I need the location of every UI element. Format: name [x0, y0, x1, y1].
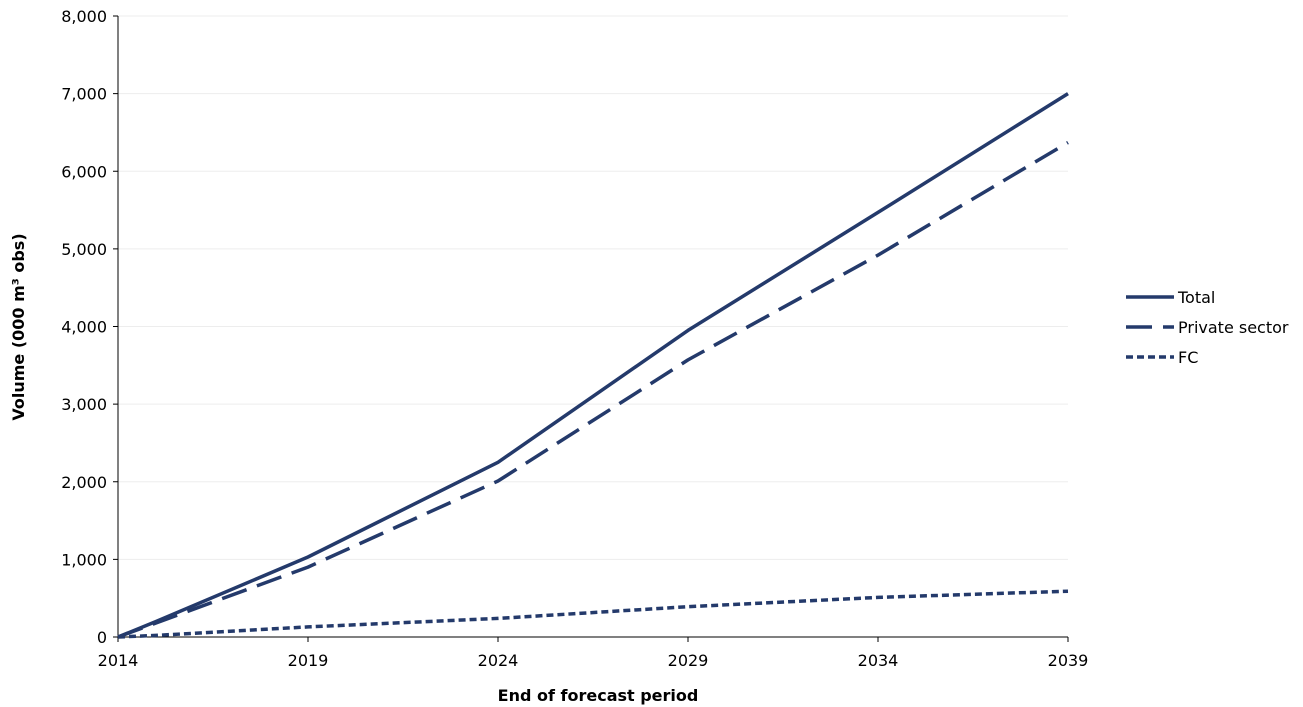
y-axis-ticks: 0 1,000 2,000 3,000 4,000 5,000 6,000 7,000 8,00… [61, 7, 118, 647]
x-tick-label: 2029 [668, 651, 709, 670]
x-tick-label: 2014 [98, 651, 139, 670]
y-axis-title: Volume (000 m³ obs) [9, 233, 28, 420]
legend-label: Private sector [1178, 318, 1289, 337]
series-line-total [117, 92, 1069, 639]
x-tick-label: 2019 [288, 651, 329, 670]
gridlines [118, 15, 1068, 560]
y-tick-label: 4,000 [61, 318, 107, 337]
legend-label: FC [1178, 348, 1198, 367]
x-axis-title: End of forecast period [498, 686, 699, 705]
series-line-private-sector [117, 140, 1069, 639]
series-lines [117, 92, 1069, 639]
y-tick-label: 6,000 [61, 162, 107, 181]
y-tick-label: 5,000 [61, 240, 107, 259]
y-tick-label: 7,000 [61, 85, 107, 104]
y-tick-label: 0 [97, 628, 107, 647]
legend-label: Total [1177, 288, 1215, 307]
x-tick-label: 2039 [1048, 651, 1089, 670]
x-axis-ticks: 2014 2019 2024 2029 2034 2039 [98, 637, 1089, 670]
y-tick-label: 8,000 [61, 7, 107, 26]
y-tick-label: 3,000 [61, 395, 107, 414]
x-tick-label: 2034 [858, 651, 899, 670]
legend: Total Private sector FC [1126, 288, 1289, 367]
y-tick-label: 2,000 [61, 473, 107, 492]
series-line-fc [117, 589, 1069, 639]
x-tick-label: 2024 [478, 651, 519, 670]
y-tick-label: 1,000 [61, 550, 107, 569]
